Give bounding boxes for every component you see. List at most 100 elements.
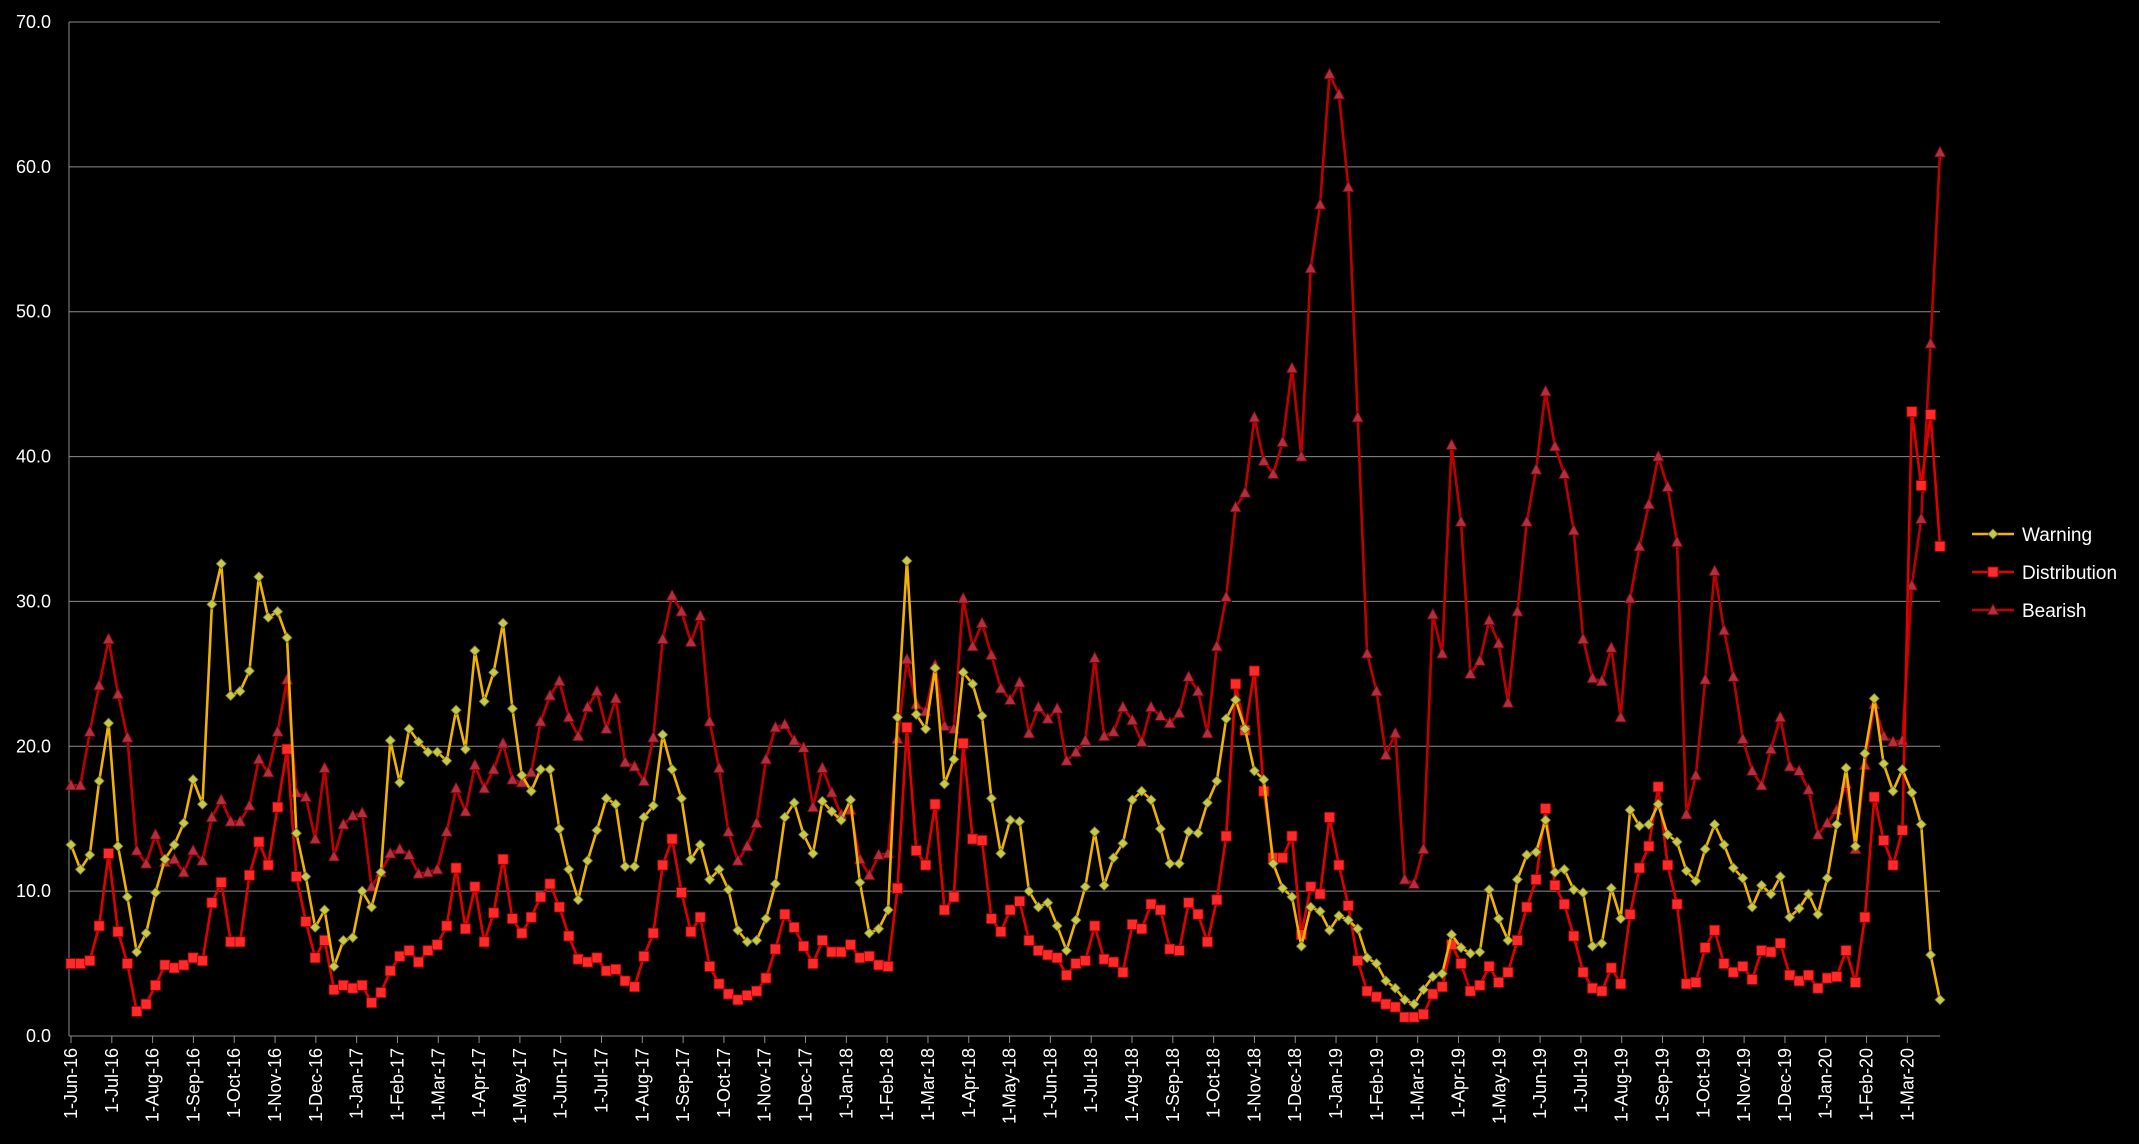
distribution-point — [215, 877, 227, 888]
distribution-point — [1089, 920, 1101, 932]
bearish-point — [600, 722, 613, 734]
distribution-point — [948, 891, 960, 903]
bearish-point — [647, 730, 660, 743]
bearish-point — [1220, 590, 1233, 602]
warning-point — [713, 863, 725, 875]
warning-point — [1070, 914, 1082, 926]
warning-point — [807, 847, 819, 860]
warning-point — [1408, 998, 1420, 1010]
distribution-point — [1840, 945, 1852, 956]
warning-point — [694, 839, 706, 851]
warning-point — [215, 558, 227, 570]
bearish-point — [280, 672, 294, 685]
x-tick-label: 1-Jun-19 — [1530, 1048, 1550, 1119]
bearish-point — [421, 865, 435, 878]
distribution-point — [1211, 894, 1223, 906]
bearish-point — [1088, 651, 1101, 663]
warning-point — [1230, 694, 1242, 706]
bearish-point — [1295, 449, 1308, 462]
bearish-point — [299, 790, 312, 802]
bearish-point — [1539, 384, 1552, 397]
warning-point — [450, 704, 462, 716]
bearish-point — [196, 853, 209, 866]
distribution-point — [197, 955, 208, 967]
distribution-point — [1455, 958, 1467, 969]
x-tick-label: 1-Mar-17 — [428, 1048, 448, 1121]
distribution-point — [1079, 955, 1091, 967]
warning-point — [1596, 937, 1608, 949]
x-tick-label: 1-Jan-20 — [1816, 1048, 1836, 1119]
x-tick-label: 1-Oct-18 — [1204, 1048, 1224, 1118]
warning-point — [319, 904, 331, 916]
bearish-point — [684, 635, 698, 647]
warning-point — [995, 847, 1007, 860]
warning-point — [1370, 958, 1383, 970]
bearish-point — [149, 827, 162, 840]
bearish-point — [1567, 523, 1580, 536]
bearish-point — [656, 632, 669, 644]
bearish-point — [778, 717, 791, 730]
x-tick-label: 1-Aug-16 — [143, 1048, 163, 1122]
warning-point — [516, 769, 528, 781]
warning-point — [394, 776, 406, 789]
distribution-point — [1389, 1001, 1401, 1013]
warning-point — [1615, 913, 1627, 925]
warning-point — [1784, 911, 1796, 923]
warning-point — [1258, 774, 1270, 786]
bearish-point — [384, 846, 397, 859]
bearish-point — [93, 678, 106, 691]
distribution-point — [1784, 969, 1796, 981]
warning-point — [206, 598, 218, 610]
warning-point — [647, 800, 659, 812]
x-tick-label: 1-Dec-18 — [1285, 1048, 1305, 1122]
warning-point — [1305, 901, 1317, 913]
x-tick-label: 1-May-17 — [510, 1048, 530, 1124]
bearish-point — [1915, 511, 1928, 524]
distribution-point — [1558, 898, 1570, 910]
bearish-point — [1323, 67, 1336, 80]
distribution-point — [469, 881, 481, 893]
warning-point — [948, 753, 960, 765]
distribution-point — [910, 845, 922, 856]
bearish-point — [975, 616, 989, 629]
warning-point — [103, 717, 115, 729]
distribution-point — [1521, 901, 1533, 913]
bearish-point — [1924, 336, 1937, 349]
distribution-point — [1493, 977, 1504, 988]
bearish-point — [262, 765, 275, 778]
warning-point — [1690, 875, 1702, 887]
warning-point — [1586, 940, 1599, 952]
warning-point — [1107, 852, 1120, 864]
x-tick-label: 1-Feb-17 — [387, 1048, 407, 1121]
distribution-point — [1220, 830, 1232, 842]
distribution-point — [1605, 962, 1617, 974]
warning-point — [1746, 901, 1758, 913]
distribution-point — [413, 956, 424, 968]
distribution-point — [638, 950, 650, 962]
distribution-point — [1155, 904, 1166, 916]
bearish-point — [675, 604, 688, 617]
distribution-point — [431, 939, 443, 951]
bearish-point — [1792, 764, 1806, 776]
distribution-point — [112, 926, 124, 938]
distribution-point — [863, 950, 875, 962]
bearish-point — [938, 719, 951, 731]
distribution-point — [685, 926, 697, 938]
distribution-point — [1483, 961, 1495, 972]
bearish-point — [712, 761, 726, 773]
warning-point — [1380, 975, 1392, 987]
warning-point — [1652, 798, 1664, 810]
warning-point — [1549, 866, 1561, 878]
bearish-point — [271, 724, 284, 737]
bearish-point — [750, 816, 763, 828]
bearish-point — [1642, 497, 1656, 510]
warning-point — [309, 921, 321, 933]
distribution-point — [845, 939, 856, 951]
warning-point — [525, 785, 537, 797]
bearish-point — [1558, 467, 1571, 479]
bearish-point — [1135, 735, 1148, 747]
warning-point — [732, 924, 744, 936]
distribution-point — [986, 913, 997, 925]
bearish-point — [215, 793, 228, 805]
warning-point — [253, 571, 265, 583]
